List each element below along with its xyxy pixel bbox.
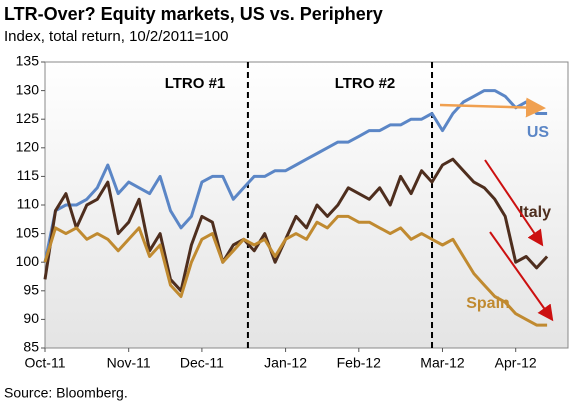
arrow — [484, 159, 544, 247]
series-label: Spain — [466, 295, 510, 312]
chart-title: LTR-Over? Equity markets, US vs. Periphe… — [4, 4, 383, 24]
x-tick-label: Nov-11 — [107, 355, 151, 371]
y-tick-label: 100 — [16, 253, 40, 269]
y-tick-label: 130 — [16, 81, 40, 97]
arrow — [489, 231, 554, 322]
x-tick-label: Oct-11 — [25, 355, 66, 371]
y-tick-label: 85 — [23, 339, 39, 355]
arrow — [439, 97, 546, 118]
series-line — [43, 214, 548, 327]
chart-subtitle: Index, total return, 10/2/2011=100 — [4, 28, 228, 45]
y-tick-label: 110 — [17, 196, 40, 212]
annotation: LTRO #2 — [335, 75, 396, 92]
x-tick-label: Mar-12 — [420, 355, 465, 371]
y-tick-label: 125 — [16, 110, 40, 126]
y-tick-label: 135 — [16, 53, 40, 69]
y-tick-label: 95 — [23, 282, 39, 298]
series-label: Italy — [519, 204, 551, 221]
series-line — [43, 89, 548, 263]
plot-area — [44, 61, 569, 349]
y-tick-label: 90 — [23, 310, 39, 326]
x-tick-label: Dec-11 — [180, 355, 224, 371]
y-tick-label: 105 — [16, 224, 40, 240]
y-tick-label: 115 — [17, 167, 40, 183]
series-label: US — [527, 124, 550, 141]
y-tick-label: 120 — [16, 139, 40, 155]
x-tick-label: Jan-12 — [264, 355, 307, 371]
annotation: LTRO #1 — [165, 75, 226, 92]
source: Source: Bloomberg. — [4, 385, 128, 401]
x-tick-label: Apr-12 — [495, 355, 537, 371]
series-line — [43, 157, 549, 293]
x-tick-label: Feb-12 — [337, 355, 382, 371]
